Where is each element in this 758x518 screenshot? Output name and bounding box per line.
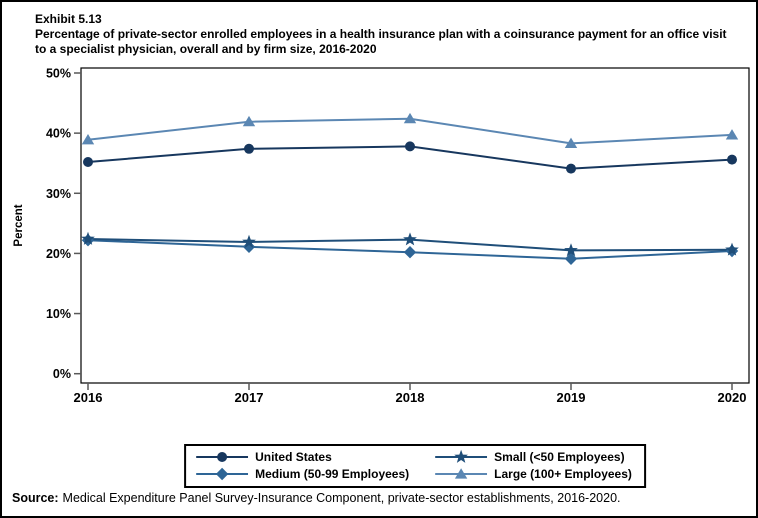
series-large-100-employees-marker-2020 bbox=[725, 129, 739, 140]
y-axis-title: Percent bbox=[13, 204, 25, 246]
line-chart: 0% 10% 20% 30% 40% 50% 2016 2017 2018 2019 2020 Per… bbox=[13, 67, 750, 405]
series-united-states-marker-2017 bbox=[244, 143, 254, 154]
legend-marker-star bbox=[454, 449, 469, 463]
series-united-states-marker-2020 bbox=[727, 154, 737, 165]
legend-label: United States bbox=[255, 450, 332, 464]
legend-triangle-icon bbox=[435, 468, 488, 479]
legend-item-united-states: United States bbox=[196, 449, 409, 465]
series-large-100-employees-marker-2019 bbox=[564, 137, 578, 148]
legend-star-icon bbox=[435, 449, 488, 463]
legend-label: Medium (50-99 Employees) bbox=[255, 467, 410, 481]
series-large-100-employees-marker-2017 bbox=[242, 115, 256, 127]
series-small-50-employees-marker-2020 bbox=[725, 242, 739, 256]
series-united-states-marker-2019 bbox=[566, 163, 576, 174]
series-large-100-employees-marker-2016 bbox=[81, 134, 95, 145]
series-medium-50-99-employees-marker-2017 bbox=[242, 240, 256, 253]
legend-marker-triangle bbox=[454, 468, 468, 479]
source-label: Source: bbox=[12, 491, 59, 505]
legend-label: Small (<50 Employees) bbox=[494, 450, 625, 464]
y-tick-label: 10% bbox=[46, 307, 71, 321]
x-tick-label: 2020 bbox=[718, 390, 747, 405]
y-tick-label: 30% bbox=[46, 187, 71, 201]
chart-header: Exhibit 5.13 Percentage of private-secto… bbox=[35, 12, 741, 57]
chart-title: Percentage of private-sector enrolled em… bbox=[35, 27, 727, 56]
legend-marker-circle bbox=[217, 452, 228, 462]
y-tick-label: 0% bbox=[53, 367, 71, 381]
exhibit-label: Exhibit 5.13 bbox=[35, 12, 102, 26]
x-tick-label: 2018 bbox=[396, 390, 425, 405]
legend-circle-icon bbox=[196, 452, 249, 462]
source-note: Source: Medical Expenditure Panel Survey-… bbox=[12, 491, 621, 505]
series-small-50-employees-marker-2016 bbox=[81, 231, 95, 245]
legend: United States Small (<50 Employees) Medium… bbox=[184, 444, 646, 488]
series-small-50-employees-marker-2018 bbox=[403, 232, 417, 246]
legend-item-large-100-employees: Large (100+ Employees) bbox=[435, 466, 632, 482]
y-tick-label: 20% bbox=[46, 247, 71, 261]
legend-diamond-icon bbox=[196, 467, 249, 481]
x-tick-label: 2019 bbox=[557, 390, 586, 405]
series-small-50-employees-marker-2019 bbox=[564, 243, 578, 257]
x-tick-label: 2017 bbox=[235, 390, 264, 405]
source-text: Medical Expenditure Panel Survey-Insuran… bbox=[62, 491, 621, 505]
plot-border bbox=[80, 67, 750, 384]
series-medium-50-99-employees-marker-2019 bbox=[564, 252, 578, 265]
y-tick-label: 40% bbox=[46, 127, 71, 141]
series-united-states-marker-2016 bbox=[83, 157, 93, 167]
series-united-states-marker-2018 bbox=[405, 141, 415, 152]
x-tick-label: 2016 bbox=[74, 390, 103, 405]
legend-item-small-50-employees: Small (<50 Employees) bbox=[435, 449, 632, 465]
y-tick-label: 50% bbox=[46, 67, 71, 81]
legend-marker-diamond bbox=[215, 467, 229, 481]
legend-label: Large (100+ Employees) bbox=[494, 467, 632, 481]
series-small-50-employees-marker-2017 bbox=[242, 234, 256, 248]
series-medium-50-99-employees-marker-2018 bbox=[403, 246, 417, 259]
legend-item-medium-50-99-employees: Medium (50-99 Employees) bbox=[196, 466, 409, 482]
series-large-100-employees-marker-2018 bbox=[403, 112, 417, 124]
